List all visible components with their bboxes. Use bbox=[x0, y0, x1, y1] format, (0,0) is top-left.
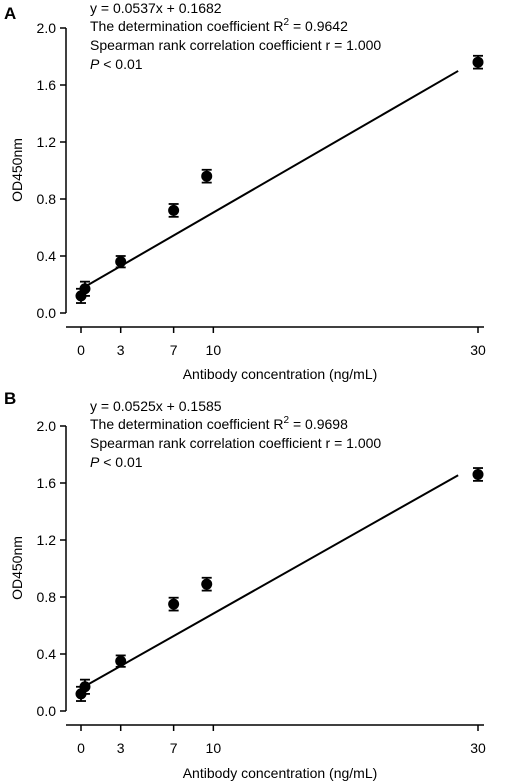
panel-b-r-squared: The determination coefficient R2 = 0.969… bbox=[90, 415, 348, 432]
panel-a-x-tick-label: 7 bbox=[170, 342, 178, 358]
panel-a: A y = 0.0537x + 0.1682 The determination… bbox=[4, 0, 486, 382]
panel-b-y-tick-label: 1.6 bbox=[37, 475, 57, 491]
panel-a-x-tick-label: 3 bbox=[117, 342, 125, 358]
panel-b-p-text: < 0.01 bbox=[99, 454, 142, 470]
panel-a-regression-line bbox=[80, 70, 459, 290]
panel-b-data-point bbox=[168, 598, 180, 610]
panel-b-x-tick-label: 10 bbox=[206, 740, 222, 756]
panel-b-equation: y = 0.0525x + 0.1585 bbox=[90, 398, 222, 414]
panel-b-data-point bbox=[472, 468, 484, 480]
panel-a-x-axis-title: Antibody concentration (ng/mL) bbox=[183, 366, 378, 382]
panel-b-p-value: P < 0.01 bbox=[90, 454, 143, 470]
panel-b-data-point bbox=[115, 655, 127, 667]
panel-a-p-value: P < 0.01 bbox=[90, 56, 143, 72]
panel-a-y-tick-label: 0.8 bbox=[37, 191, 57, 207]
panel-a-equation: y = 0.0537x + 0.1682 bbox=[90, 0, 222, 16]
panel-a-data-point bbox=[472, 56, 484, 68]
panel-a-letter: A bbox=[4, 4, 16, 23]
panel-a-x-tick-label: 0 bbox=[77, 342, 85, 358]
panel-a-x-tick-label: 10 bbox=[206, 342, 222, 358]
panel-b-y-tick-label: 0.4 bbox=[37, 646, 57, 662]
panel-a-y-tick-label: 1.2 bbox=[37, 134, 57, 150]
panel-a-data-point bbox=[79, 283, 91, 295]
panel-b-letter: B bbox=[4, 389, 16, 408]
panel-a-r2-superscript: 2 bbox=[284, 17, 290, 28]
panel-a-y-tick-label: 0.4 bbox=[37, 248, 57, 264]
panel-a-p-symbol: P bbox=[90, 56, 100, 72]
panel-a-r2-value: = 0.9642 bbox=[289, 18, 348, 34]
panel-b: B y = 0.0525x + 0.1585 The determination… bbox=[4, 389, 486, 781]
panel-b-regression-line bbox=[80, 474, 459, 690]
panel-b-y-tick-label: 2.0 bbox=[37, 418, 57, 434]
panel-b-data-point bbox=[201, 578, 213, 590]
panel-a-data-point bbox=[168, 204, 180, 216]
panel-a-data-point bbox=[115, 256, 127, 268]
panel-b-x-tick-label: 7 bbox=[170, 740, 178, 756]
panel-b-x-axis-title: Antibody concentration (ng/mL) bbox=[183, 765, 378, 781]
panel-b-x-tick-label: 0 bbox=[77, 740, 85, 756]
panel-a-y-tick-label: 1.6 bbox=[37, 77, 57, 93]
panel-b-y-tick-label: 1.2 bbox=[37, 532, 57, 548]
panel-b-y-tick-label: 0.0 bbox=[37, 703, 57, 719]
panel-b-spearman: Spearman rank correlation coefficient r … bbox=[90, 435, 381, 451]
panel-a-spearman: Spearman rank correlation coefficient r … bbox=[90, 37, 381, 53]
panel-a-x-tick-label: 30 bbox=[470, 342, 486, 358]
panel-a-r-squared: The determination coefficient R2 = 0.964… bbox=[90, 17, 348, 34]
panel-a-p-text: < 0.01 bbox=[99, 56, 142, 72]
panel-b-x-tick-label: 3 bbox=[117, 740, 125, 756]
panel-a-y-axis-title: OD450nm bbox=[9, 138, 25, 202]
panel-a-data-point bbox=[201, 170, 213, 182]
panel-b-y-tick-label: 0.8 bbox=[37, 589, 57, 605]
panel-b-y-axis-title: OD450nm bbox=[9, 536, 25, 600]
panel-b-r2-value: = 0.9698 bbox=[289, 416, 348, 432]
panel-b-r2-superscript: 2 bbox=[284, 415, 290, 426]
panel-b-x-tick-label: 30 bbox=[470, 740, 486, 756]
panel-b-r2-label: The determination coefficient R bbox=[90, 416, 284, 432]
panel-b-data-point bbox=[79, 681, 91, 693]
panel-a-y-tick-label: 0.0 bbox=[37, 305, 57, 321]
panel-a-r2-label: The determination coefficient R bbox=[90, 18, 284, 34]
panel-b-p-symbol: P bbox=[90, 454, 100, 470]
panel-a-y-tick-label: 2.0 bbox=[37, 20, 57, 36]
